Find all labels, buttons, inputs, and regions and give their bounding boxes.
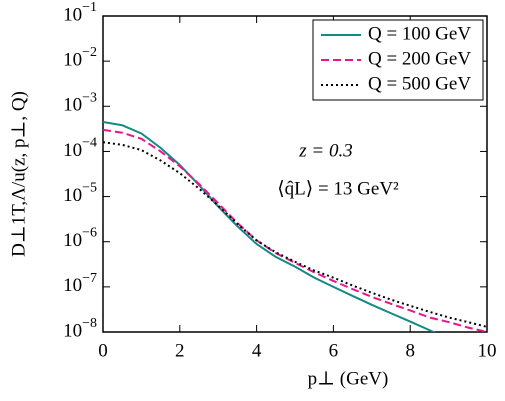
line-series	[103, 120, 436, 332]
y-tick-label: 10−5	[63, 181, 97, 206]
plot-area	[103, 120, 487, 332]
y-tick-label: 10−1	[63, 0, 97, 25]
y-tick-label: 10−7	[63, 271, 97, 296]
x-tick-label: 4	[252, 340, 262, 361]
annotation: ⟨q̂L⟩ = 13 GeV²	[277, 178, 399, 199]
legend-label: Q = 100 GeV	[368, 23, 471, 44]
legend-label: Q = 200 GeV	[368, 48, 471, 69]
x-tick-label: 6	[329, 340, 339, 361]
x-tick-label: 10	[478, 340, 497, 361]
y-tick-label: 10−2	[63, 45, 97, 70]
plot-frame	[102, 15, 488, 333]
legend-label: Q = 500 GeV	[368, 73, 471, 94]
y-tick-label: 10−8	[63, 316, 97, 341]
y-tick-label: 10−6	[63, 226, 97, 251]
x-tick-label: 8	[405, 340, 415, 361]
line-series	[103, 141, 487, 328]
y-tick-label: 10−4	[63, 136, 97, 161]
y-axis-label: D⊥1T,Λ/u(z, p⊥, Q)	[8, 91, 29, 257]
annotation: z = 0.3	[298, 140, 352, 161]
y-tick-label: 10−3	[63, 91, 97, 116]
x-axis-label: p⊥ (GeV)	[308, 368, 389, 389]
legend-box	[312, 19, 484, 101]
line-series	[103, 128, 487, 332]
x-tick-label: 0	[98, 340, 108, 361]
x-tick-label: 2	[175, 340, 185, 361]
